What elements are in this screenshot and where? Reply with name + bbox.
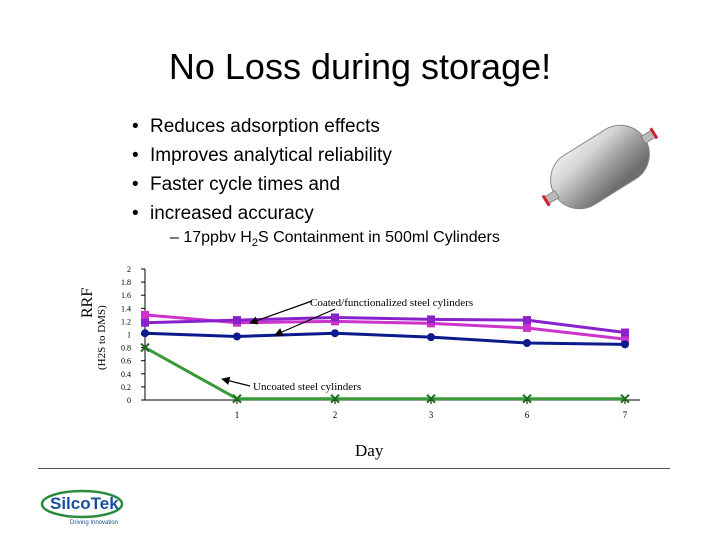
- y-tick-label: 1.6: [121, 291, 131, 300]
- x-tick-label: 1: [235, 410, 240, 420]
- series-line-1: [144, 315, 626, 335]
- x-tick-label: 2: [333, 410, 338, 420]
- y-tick-label: 0.4: [121, 370, 131, 379]
- data-point: [141, 318, 149, 327]
- x-axis-label: Day: [355, 441, 384, 460]
- annotation-arrow: [274, 308, 336, 336]
- annotation-uncoated: Uncoated steel cylinders: [253, 381, 361, 393]
- bullet-item: Improves analytical reliability: [132, 141, 392, 170]
- data-point: [523, 316, 531, 325]
- x-tick-label: 3: [429, 410, 434, 420]
- data-point: [331, 313, 339, 322]
- data-point: [621, 328, 629, 337]
- data-point-stroke: [140, 342, 150, 353]
- data-point-stroke: [522, 393, 532, 404]
- slide-title: No Loss during storage!: [168, 46, 552, 87]
- y-tick-label: 1.2: [121, 317, 131, 326]
- data-point: [331, 329, 339, 338]
- data-point: [427, 333, 435, 342]
- bullet-item: Reduces adsorption effects: [132, 112, 392, 141]
- data-point-stroke: [232, 393, 242, 404]
- bullet-item: increased accuracy: [132, 199, 392, 228]
- annotation-group: Coated/functionalized steel cylinders Unc…: [221, 297, 473, 393]
- series-group: [140, 310, 630, 404]
- data-point: [426, 393, 436, 404]
- data-point: [621, 335, 629, 344]
- data-point: [523, 323, 531, 332]
- y-tick-label: 1: [127, 331, 131, 340]
- bullet-list: Reduces adsorption effects Improves anal…: [132, 112, 392, 228]
- y-tick-label: 0.6: [121, 357, 131, 366]
- y-axis: 0 0.2 0.4 0.6 0.8 1 1.2 1.4 1.6 1.8 2: [121, 265, 146, 405]
- data-point: [233, 316, 241, 325]
- x-axis: 1 2 3 6 7: [145, 399, 640, 420]
- footer-divider: [38, 468, 670, 469]
- series-line-3: [144, 346, 625, 401]
- x-tick-label: 6: [525, 410, 530, 420]
- sub-bullet-subscript: 2: [251, 237, 258, 250]
- data-point: [620, 393, 630, 404]
- sub-bullet: – 17ppbv H2S Containment in 500ml Cylind…: [170, 229, 500, 249]
- data-point: [141, 310, 149, 319]
- data-point: [330, 393, 340, 404]
- data-point-stroke: [330, 393, 340, 404]
- data-point: [523, 339, 531, 348]
- y-tick-label: 0: [127, 396, 131, 405]
- series-line-2: [144, 331, 626, 346]
- data-point: [140, 342, 150, 353]
- y-axis-sublabel: (H2S to DMS): [96, 305, 108, 370]
- sub-bullet-suffix: S Containment in 500ml Cylinders: [257, 229, 500, 246]
- y-tick-label: 0.8: [121, 344, 131, 353]
- y-tick-label: 0.2: [121, 383, 131, 392]
- y-axis-label: RRF: [79, 287, 96, 318]
- svg-text:SilcoTek: SilcoTek: [50, 494, 119, 513]
- gas-cylinder-image: [541, 124, 659, 210]
- rrf-line-chart: 0 0.2 0.4 0.6 0.8 1 1.2 1.4 1.6 1.8 2 1 2 3 6 7 Coated…: [121, 265, 640, 420]
- y-tick-label: 1.4: [121, 304, 131, 313]
- data-point: [233, 332, 241, 341]
- annotation-coated: Coated/functionalized steel cylinders: [310, 297, 473, 309]
- y-tick-label: 2: [127, 265, 131, 274]
- data-point: [621, 340, 629, 349]
- bullet-item: Faster cycle times and: [132, 170, 392, 199]
- sub-bullet-prefix: – 17ppbv H: [170, 229, 252, 246]
- data-point: [232, 393, 242, 404]
- annotation-arrow: [221, 376, 251, 387]
- annotation-arrow: [249, 300, 313, 325]
- silcotek-logo: SilcoTek Driving Innovation: [40, 489, 124, 526]
- data-point: [522, 393, 532, 404]
- data-point: [427, 315, 435, 324]
- x-tick-label: 7: [623, 410, 628, 420]
- svg-text:Driving Innovation: Driving Innovation: [70, 520, 118, 526]
- data-point-stroke: [426, 393, 436, 404]
- y-tick-label: 1.8: [121, 278, 131, 287]
- data-point-stroke: [620, 393, 630, 404]
- data-point: [141, 329, 149, 338]
